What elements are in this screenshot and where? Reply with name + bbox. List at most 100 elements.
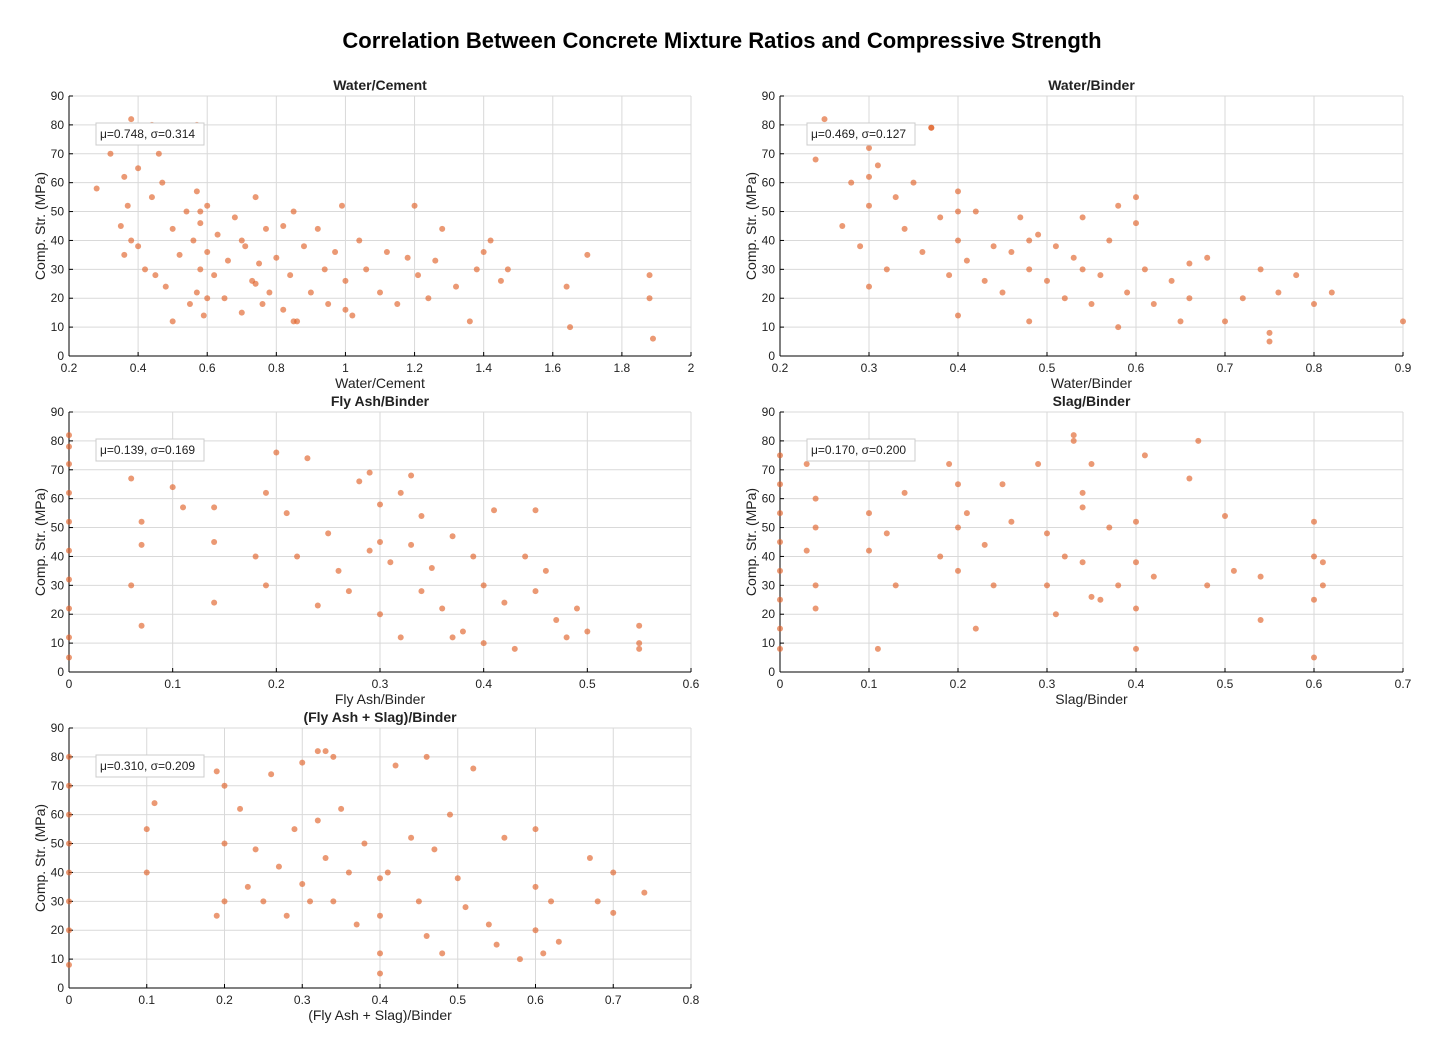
- data-point: [584, 628, 591, 635]
- y-tick-label: 60: [51, 492, 65, 506]
- data-point: [981, 277, 988, 284]
- data-point: [300, 243, 307, 250]
- x-tick-label: 0.5: [449, 993, 466, 1007]
- data-point: [1061, 295, 1068, 302]
- data-point: [290, 208, 297, 215]
- y-tick-label: 0: [768, 665, 775, 679]
- data-point: [1070, 437, 1077, 444]
- data-point: [1088, 301, 1095, 307]
- x-tick-label: 0.2: [268, 677, 285, 691]
- data-point: [480, 582, 487, 589]
- data-point: [1079, 266, 1086, 273]
- data-point: [321, 266, 328, 273]
- data-point: [972, 208, 979, 215]
- data-point: [1257, 617, 1264, 623]
- data-point: [244, 883, 251, 890]
- data-point: [1150, 301, 1157, 307]
- data-point: [342, 306, 349, 313]
- y-tick-label: 60: [51, 808, 65, 822]
- data-point: [1311, 301, 1317, 307]
- subplot-fly-ash-slag-binder: 0 0.1 0.2 0.3 0.4 0.5 0.6 0.7 0.8 0 10 20 30 40 50 60 70…: [32, 709, 700, 1023]
- data-point: [124, 202, 131, 209]
- data-point: [231, 214, 238, 221]
- data-point: [928, 124, 935, 131]
- data-point: [66, 547, 72, 554]
- data-point: [294, 553, 301, 560]
- data-point: [283, 510, 290, 517]
- data-point: [439, 605, 446, 612]
- data-point: [439, 950, 446, 957]
- data-point: [128, 582, 135, 589]
- data-point: [155, 150, 162, 157]
- subplot-water-binder: 0.2 0.3 0.4 0.5 0.6 0.7 0.8 0.9 0 10 20 30 40 50 60 70 8…: [743, 77, 1412, 391]
- y-tick-label: 30: [762, 578, 776, 592]
- data-point: [1222, 318, 1228, 325]
- data-point: [345, 869, 352, 876]
- data-point: [955, 524, 961, 531]
- y-tick-label: 70: [51, 147, 65, 161]
- data-point: [238, 237, 245, 244]
- y-tick-label: 20: [51, 607, 65, 621]
- y-tick-label: 40: [51, 549, 65, 563]
- data-point: [363, 266, 370, 273]
- data-point: [777, 645, 783, 652]
- data-point: [473, 266, 480, 273]
- data-point: [66, 898, 72, 905]
- data-point: [883, 530, 890, 537]
- x-tick-label: 0.2: [216, 993, 233, 1007]
- y-tick-label: 10: [51, 952, 65, 966]
- data-point: [491, 507, 498, 514]
- data-point: [963, 510, 970, 517]
- y-tick-label: 10: [51, 636, 65, 650]
- y-tick-label: 80: [762, 434, 776, 448]
- data-point: [356, 478, 363, 485]
- data-point: [266, 289, 273, 296]
- data-point: [238, 309, 245, 316]
- data-point: [66, 753, 72, 760]
- x-tick-label: 0.5: [1217, 677, 1234, 691]
- data-point: [260, 898, 267, 905]
- data-point: [93, 185, 100, 192]
- data-point: [66, 634, 72, 641]
- figure-title: Correlation Between Concrete Mixture Rat…: [342, 28, 1102, 53]
- x-tick-label: 0.8: [683, 993, 700, 1007]
- data-point: [610, 869, 617, 876]
- data-point: [135, 243, 142, 250]
- data-point: [1115, 202, 1122, 209]
- x-tick-label: 1.8: [614, 361, 631, 375]
- data-point: [466, 318, 473, 325]
- data-point: [325, 301, 332, 307]
- y-tick-label: 90: [51, 405, 65, 419]
- data-point: [1044, 582, 1050, 589]
- y-tick-label: 90: [762, 89, 776, 103]
- data-point: [213, 768, 220, 775]
- data-point: [408, 541, 415, 548]
- data-point: [273, 254, 280, 261]
- data-point: [1035, 231, 1042, 238]
- x-tick-label: 0.3: [372, 677, 389, 691]
- data-point: [777, 539, 783, 545]
- data-point: [548, 898, 555, 905]
- data-point: [1079, 559, 1086, 566]
- data-point: [353, 921, 360, 928]
- data-point: [377, 289, 383, 296]
- data-point: [636, 640, 643, 647]
- data-point: [307, 898, 314, 905]
- y-tick-label: 50: [762, 521, 776, 535]
- data-point: [66, 840, 72, 847]
- data-point: [485, 921, 492, 928]
- data-point: [777, 452, 783, 459]
- data-point: [1266, 329, 1273, 336]
- data-point: [821, 116, 828, 123]
- stats-annotation-box: [95, 754, 205, 778]
- data-point: [777, 510, 783, 517]
- data-point: [1079, 504, 1086, 511]
- data-point: [449, 533, 456, 540]
- data-point: [1044, 277, 1050, 284]
- y-tick-label: 70: [762, 463, 776, 477]
- data-point: [874, 645, 881, 652]
- x-tick-label: 0.6: [527, 993, 544, 1007]
- data-point: [803, 461, 810, 467]
- data-point: [462, 904, 469, 911]
- data-point: [812, 582, 819, 589]
